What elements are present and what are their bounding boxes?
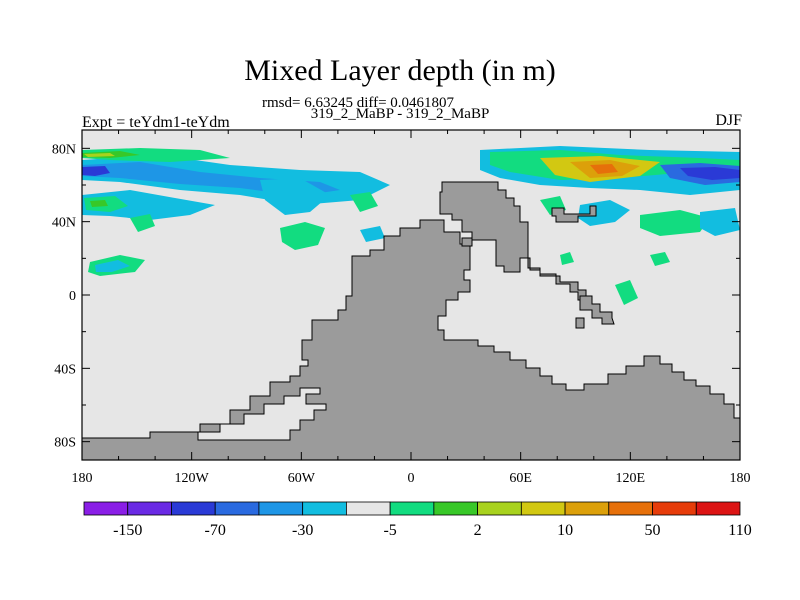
stats-subtitle: rmsd= 6.63245 diff= 0.0461807	[262, 95, 455, 111]
lat-tick-label: 80S	[54, 436, 76, 451]
colorbar-swatch	[83, 501, 129, 516]
anomaly-patch	[84, 153, 115, 157]
anomaly-patch	[350, 192, 378, 212]
experiment-label: Expt = teYdm1-teYdm	[82, 114, 230, 131]
colorbar-label: 50	[645, 522, 661, 539]
colorbar-label: -30	[292, 522, 313, 539]
colorbar-swatch	[258, 501, 304, 516]
anomaly-patch	[590, 164, 618, 174]
colorbar-swatch	[477, 501, 522, 516]
land-mass	[551, 205, 597, 223]
lat-tick-label: 80N	[52, 142, 76, 157]
colorbar-swatch	[389, 501, 435, 516]
lon-tick-label: 60W	[288, 471, 316, 486]
anomaly-patch	[700, 208, 740, 236]
anomaly-patch	[95, 260, 130, 272]
lon-tick-label: 180	[730, 471, 751, 486]
land-mass	[81, 219, 741, 461]
colorbar-swatch	[171, 501, 216, 516]
mld-anomaly-patches	[82, 146, 740, 408]
lat-tick-label: 40N	[52, 216, 76, 231]
colorbar-label: -150	[113, 522, 142, 539]
anomaly-patch	[560, 252, 574, 265]
lon-tick-label: 60E	[509, 471, 532, 486]
anomaly-patch	[615, 280, 638, 305]
anomaly-patch	[280, 222, 325, 250]
runs-subtitle: 319_2_MaBP - 319_2_MaBP	[310, 106, 490, 122]
anomaly-patch	[360, 226, 385, 242]
anomaly-patch	[640, 210, 710, 236]
colorbar-swatch	[608, 501, 653, 516]
colorbar-label: 110	[728, 522, 751, 539]
season-label: DJF	[715, 112, 742, 129]
lon-tick-label: 120E	[616, 471, 646, 486]
lon-tick-label: 0	[408, 471, 415, 486]
colorbar-swatch	[302, 501, 347, 516]
anomaly-patch	[90, 200, 108, 207]
anomaly-patch	[82, 166, 110, 176]
anomaly-patch	[130, 214, 155, 232]
latitude-axis: 80N 40N 0 40S 80S	[52, 142, 740, 451]
land-masses	[81, 181, 741, 461]
land-mass	[575, 317, 585, 329]
lat-tick-label: 0	[69, 289, 76, 304]
lon-tick-label: 180	[72, 471, 93, 486]
sea-ice-gap	[197, 387, 327, 441]
colorbar: -150 -70 -30 -5 2 10 50 110	[83, 501, 752, 539]
land-mass	[461, 237, 473, 247]
colorbar-swatch	[433, 501, 479, 516]
colorbar-label: -5	[383, 522, 396, 539]
colorbar-label: -70	[205, 522, 226, 539]
colorbar-label: 10	[557, 522, 573, 539]
anomaly-patch	[650, 252, 670, 266]
longitude-axis: 180 120W 60W 0 60E 120E 180	[72, 130, 751, 486]
anomaly-patch	[680, 167, 740, 180]
colorbar-swatch	[520, 501, 566, 516]
colorbar-swatch	[695, 501, 741, 516]
colorbar-swatch	[127, 501, 172, 516]
land-mass	[439, 181, 587, 301]
colorbar-label: 2	[474, 522, 482, 539]
lat-tick-label: 40S	[54, 362, 76, 377]
colorbar-swatch	[652, 501, 697, 516]
colorbar-swatch	[345, 501, 391, 516]
chart-title: Mixed Layer depth (in m)	[244, 54, 556, 87]
land-mass	[579, 295, 615, 325]
colorbar-swatch	[564, 501, 610, 516]
colorbar-swatch	[214, 501, 260, 516]
anomaly-patch	[260, 178, 330, 215]
lon-tick-label: 120W	[175, 471, 210, 486]
